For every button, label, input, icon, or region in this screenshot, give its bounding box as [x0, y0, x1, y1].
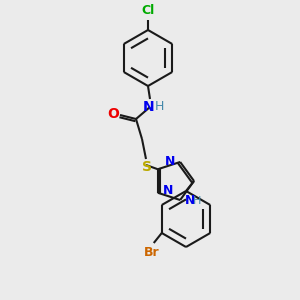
- Text: H: H: [154, 100, 164, 113]
- Text: Cl: Cl: [141, 4, 154, 17]
- Text: N: N: [165, 155, 175, 169]
- Text: S: S: [142, 160, 152, 174]
- Text: O: O: [107, 107, 119, 121]
- Text: N: N: [185, 194, 196, 206]
- Text: Br: Br: [144, 246, 160, 259]
- Text: N: N: [163, 184, 173, 197]
- Text: H: H: [193, 196, 202, 206]
- Text: N: N: [143, 100, 155, 114]
